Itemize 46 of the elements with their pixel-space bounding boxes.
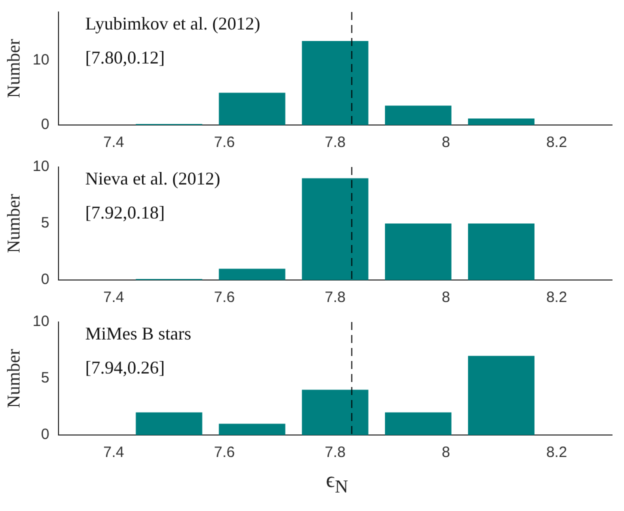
bar [136, 412, 202, 435]
x-tick-label: 7.6 [214, 134, 235, 152]
y-tick-label: 10 [32, 52, 50, 69]
bar [468, 224, 534, 280]
y-axis-title: Number [4, 39, 24, 98]
annotation: Lyubimkov et al. (2012) [85, 14, 260, 34]
bar [218, 268, 286, 280]
y-axis-title: Number [4, 349, 24, 408]
bar [302, 41, 368, 125]
x-tick-label: 8.2 [546, 444, 568, 462]
bar [384, 412, 452, 435]
y-tick-label: 0 [40, 116, 50, 134]
bar [302, 178, 368, 280]
x-tick-label: 8 [442, 444, 450, 462]
x-tick-label: 7.8 [324, 444, 346, 462]
x-tick-label: 8 [442, 134, 450, 152]
x-tick-label: 8 [442, 289, 450, 306]
x-tick-label: 7.8 [324, 289, 346, 306]
x-tick-label: 8.2 [546, 289, 568, 306]
bar [468, 118, 534, 125]
x-tick-label: 7.6 [214, 289, 235, 306]
y-axis-title: Number [4, 194, 24, 253]
x-tick-label: 8.2 [546, 134, 568, 152]
y-tick-label: 5 [40, 370, 50, 387]
y-tick-label: 0 [40, 426, 50, 444]
annotation: Nieva et al. (2012) [85, 168, 220, 189]
x-axis-title: ϵ$_{N}$ [324, 467, 350, 498]
annotation: MiMes B stars [85, 324, 192, 344]
y-tick-label: 10 [32, 158, 50, 176]
x-tick-label: 7.4 [103, 134, 124, 152]
bar [302, 390, 368, 435]
bar [384, 106, 452, 125]
bar [218, 92, 286, 125]
x-tick-label: 7.6 [214, 444, 235, 462]
x-tick-label: 7.4 [103, 289, 124, 306]
bar [384, 224, 452, 280]
y-tick-label: 5 [40, 214, 50, 232]
bar [468, 356, 534, 435]
annotation: [7.94,0.26] [85, 358, 165, 378]
annotation: [7.92,0.18] [85, 202, 165, 223]
x-tick-label: 7.4 [103, 444, 124, 462]
x-tick-label: 7.8 [324, 134, 346, 152]
bar [218, 424, 286, 435]
annotation: [7.80,0.12] [85, 48, 165, 68]
y-tick-label: 10 [32, 313, 50, 330]
y-tick-label: 0 [40, 271, 50, 288]
